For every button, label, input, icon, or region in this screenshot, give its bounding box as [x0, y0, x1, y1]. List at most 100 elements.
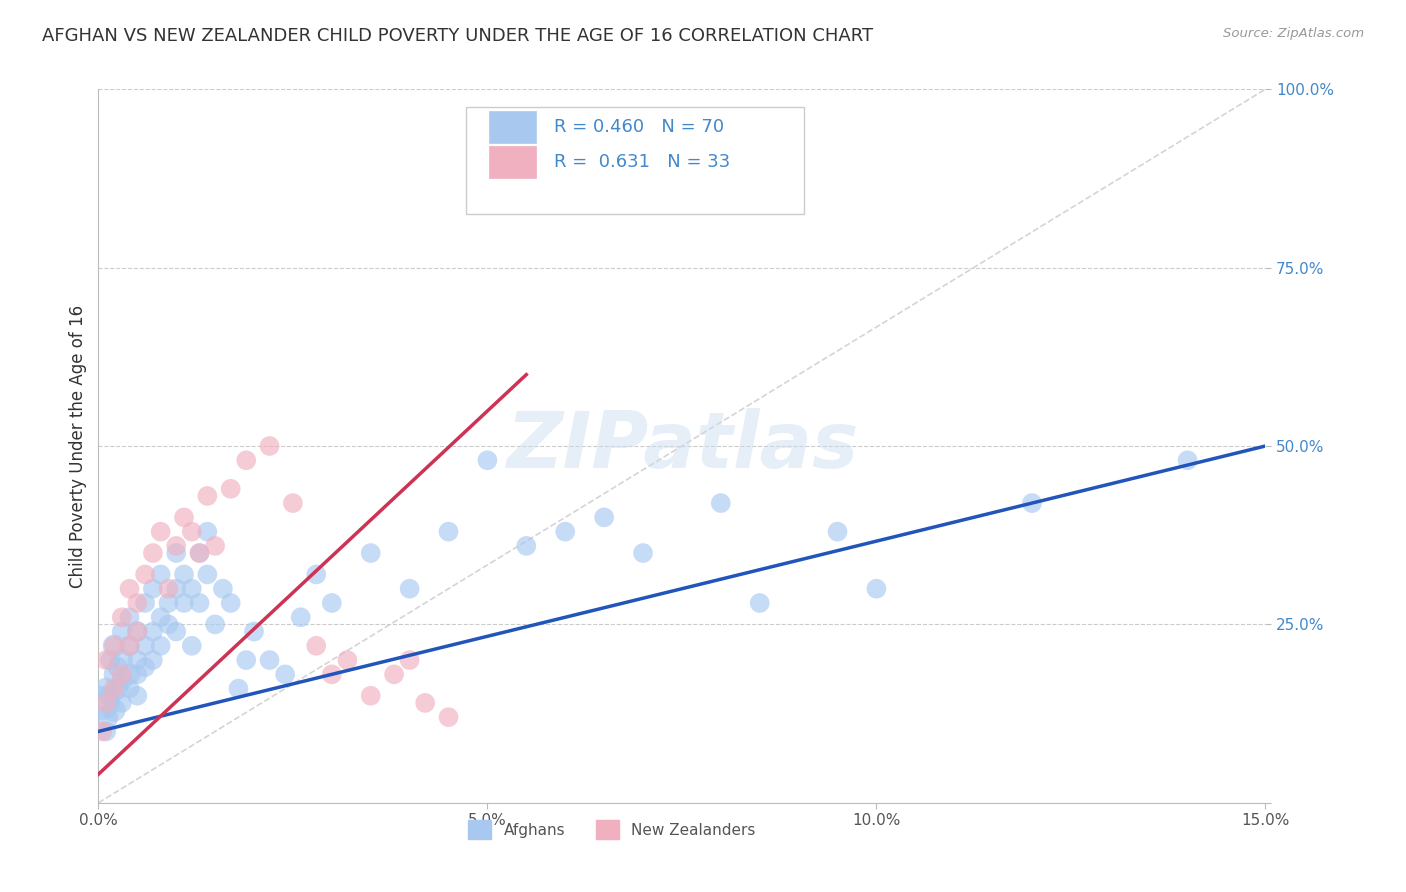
- Text: R =  0.631   N = 33: R = 0.631 N = 33: [554, 153, 730, 171]
- Point: [195, 524, 218, 539]
- Point: [631, 546, 654, 560]
- Point: [173, 567, 195, 582]
- Point: [259, 439, 281, 453]
- Point: [107, 660, 129, 674]
- Point: [477, 453, 499, 467]
- Point: [142, 624, 165, 639]
- Point: [336, 653, 359, 667]
- Point: [219, 482, 242, 496]
- Point: [149, 524, 172, 539]
- Point: [195, 567, 218, 582]
- Point: [111, 696, 134, 710]
- Point: [96, 724, 118, 739]
- Point: [398, 582, 420, 596]
- Point: [321, 667, 343, 681]
- Point: [96, 653, 118, 667]
- Point: [173, 510, 195, 524]
- Text: R = 0.460   N = 70: R = 0.460 N = 70: [554, 118, 724, 136]
- Point: [103, 703, 125, 717]
- Point: [235, 653, 257, 667]
- Point: [157, 617, 180, 632]
- Point: [127, 624, 149, 639]
- Point: [118, 639, 141, 653]
- Point: [127, 596, 149, 610]
- Point: [103, 681, 125, 696]
- Point: [413, 696, 436, 710]
- Point: [865, 582, 887, 596]
- Point: [180, 524, 202, 539]
- Point: [515, 539, 537, 553]
- Point: [180, 582, 202, 596]
- Point: [437, 710, 460, 724]
- Point: [103, 639, 125, 653]
- Point: [165, 546, 187, 560]
- Point: [96, 710, 118, 724]
- Point: [149, 610, 172, 624]
- Point: [228, 681, 250, 696]
- Point: [204, 539, 226, 553]
- Legend: Afghans, New Zealanders: Afghans, New Zealanders: [463, 814, 762, 845]
- Point: [173, 596, 195, 610]
- Point: [188, 596, 211, 610]
- Point: [554, 524, 576, 539]
- Point: [710, 496, 733, 510]
- Point: [111, 674, 134, 689]
- Point: [165, 539, 187, 553]
- Point: [134, 596, 156, 610]
- Point: [127, 667, 149, 681]
- Point: [1177, 453, 1199, 467]
- Point: [142, 582, 165, 596]
- Point: [188, 546, 211, 560]
- Point: [98, 689, 121, 703]
- Point: [111, 610, 134, 624]
- Point: [305, 567, 328, 582]
- Point: [134, 639, 156, 653]
- Point: [127, 653, 149, 667]
- Point: [111, 667, 134, 681]
- Point: [157, 596, 180, 610]
- Point: [259, 653, 281, 667]
- Point: [127, 624, 149, 639]
- Point: [165, 582, 187, 596]
- Point: [290, 610, 312, 624]
- Point: [91, 724, 114, 739]
- Point: [748, 596, 770, 610]
- Point: [134, 660, 156, 674]
- Point: [111, 653, 134, 667]
- FancyBboxPatch shape: [489, 111, 536, 143]
- Point: [111, 624, 134, 639]
- Point: [142, 653, 165, 667]
- Point: [827, 524, 849, 539]
- Point: [321, 596, 343, 610]
- Point: [103, 667, 125, 681]
- Point: [149, 567, 172, 582]
- Point: [149, 639, 172, 653]
- Point: [142, 546, 165, 560]
- Point: [96, 696, 118, 710]
- Point: [91, 696, 114, 710]
- Point: [103, 639, 125, 653]
- Point: [1021, 496, 1043, 510]
- FancyBboxPatch shape: [465, 107, 804, 214]
- Point: [127, 689, 149, 703]
- Point: [437, 524, 460, 539]
- Point: [118, 582, 141, 596]
- Point: [204, 617, 226, 632]
- Point: [398, 653, 420, 667]
- Text: Source: ZipAtlas.com: Source: ZipAtlas.com: [1223, 27, 1364, 40]
- Point: [134, 567, 156, 582]
- Point: [195, 489, 218, 503]
- Point: [593, 510, 616, 524]
- Text: ZIPatlas: ZIPatlas: [506, 408, 858, 484]
- Point: [118, 639, 141, 653]
- Point: [96, 681, 118, 696]
- Point: [157, 582, 180, 596]
- Point: [212, 582, 235, 596]
- Point: [188, 546, 211, 560]
- Point: [180, 639, 202, 653]
- Point: [107, 681, 129, 696]
- Point: [165, 624, 187, 639]
- Text: AFGHAN VS NEW ZEALANDER CHILD POVERTY UNDER THE AGE OF 16 CORRELATION CHART: AFGHAN VS NEW ZEALANDER CHILD POVERTY UN…: [42, 27, 873, 45]
- Point: [243, 624, 266, 639]
- Point: [360, 546, 382, 560]
